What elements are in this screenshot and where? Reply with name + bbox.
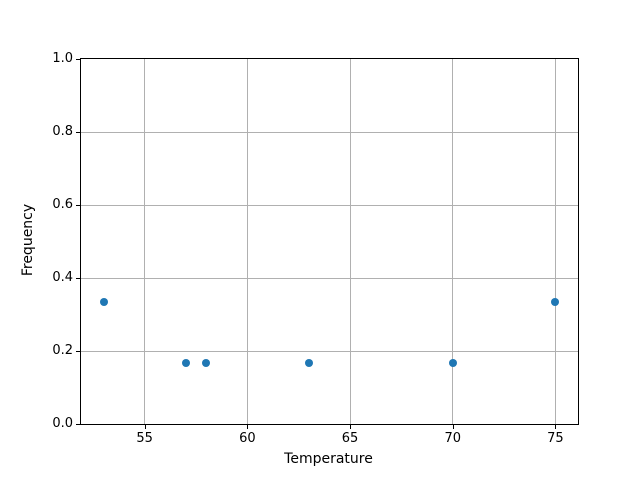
y-tick-label: 1.0 xyxy=(52,51,73,66)
y-tick xyxy=(76,205,80,206)
y-gridline xyxy=(81,277,578,279)
plot-area xyxy=(80,58,579,425)
data-point xyxy=(448,359,457,368)
x-axis-label: Temperature xyxy=(284,451,373,467)
x-tick xyxy=(247,425,249,429)
y-axis-label: Frequency xyxy=(20,203,36,277)
data-point xyxy=(202,359,211,368)
y-tick-label: 0.2 xyxy=(52,343,73,358)
x-gridline xyxy=(144,59,146,424)
y-tick xyxy=(76,278,80,279)
y-gridline xyxy=(81,131,578,133)
y-tick-label: 0.0 xyxy=(52,416,73,431)
x-tick-label: 75 xyxy=(547,431,564,446)
x-tick-label: 70 xyxy=(444,431,461,446)
data-point xyxy=(181,359,190,368)
y-tick-label: 0.8 xyxy=(52,124,73,139)
y-tick xyxy=(76,132,80,133)
x-gridline xyxy=(554,59,556,424)
y-gridline xyxy=(81,204,578,206)
y-gridline xyxy=(81,350,578,352)
y-tick xyxy=(76,351,80,352)
y-tick-label: 0.6 xyxy=(52,197,73,212)
y-tick-label: 0.4 xyxy=(52,270,73,285)
x-tick xyxy=(144,425,146,429)
x-tick xyxy=(555,425,557,429)
data-point xyxy=(304,359,313,368)
data-point xyxy=(99,298,108,307)
y-tick xyxy=(76,59,80,60)
x-tick-label: 60 xyxy=(239,431,256,446)
x-gridline xyxy=(349,59,351,424)
y-tick xyxy=(76,424,80,425)
x-tick xyxy=(350,425,352,429)
x-gridline xyxy=(246,59,248,424)
x-tick-label: 55 xyxy=(136,431,153,446)
x-tick xyxy=(452,425,454,429)
data-point xyxy=(551,298,560,307)
x-tick-label: 65 xyxy=(341,431,359,446)
x-gridline xyxy=(452,59,454,424)
